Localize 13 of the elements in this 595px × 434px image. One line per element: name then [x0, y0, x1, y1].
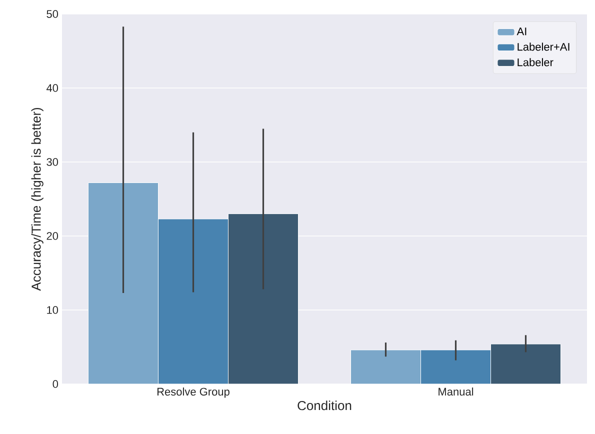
- legend-label: Labeler: [518, 58, 554, 66]
- y-tick-label: 40: [46, 84, 58, 92]
- y-tick-label: 30: [46, 158, 58, 166]
- x-tick-label: Resolve Group: [157, 388, 230, 398]
- y-axis-title: Accuracy/Time (higher is better): [31, 108, 44, 291]
- x-axis-title: Condition: [298, 400, 352, 410]
- y-tick-label: 50: [46, 10, 58, 18]
- y-tick-label: 0: [52, 380, 58, 388]
- legend-label: Labeler+AI: [518, 42, 570, 51]
- y-tick-label: 20: [46, 232, 58, 240]
- legend-label: AI: [516, 28, 526, 36]
- y-tick-label: 10: [47, 306, 58, 314]
- x-tick-label: Manual: [438, 388, 474, 396]
